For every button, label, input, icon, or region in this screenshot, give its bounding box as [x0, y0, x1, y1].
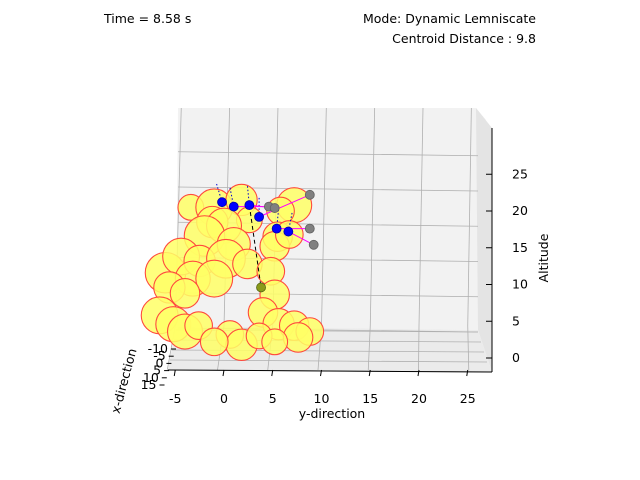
y-tick-mark — [320, 369, 322, 377]
z-tick-label: 25 — [512, 166, 528, 181]
agent-point — [228, 201, 239, 212]
agent-point — [283, 226, 294, 237]
grid-line-floor — [367, 325, 371, 371]
agent-point — [254, 211, 265, 222]
y-tick-label: 10 — [314, 391, 330, 406]
y-tick-mark — [417, 369, 420, 377]
grid-line-vertical — [321, 107, 327, 327]
y-tick-mark — [173, 369, 176, 377]
y-axis-line — [167, 369, 493, 373]
mode-readout: Mode: Dynamic Lemniscate — [363, 11, 536, 26]
grid-line-floor — [467, 325, 470, 371]
x-tick-label: 5 — [153, 363, 161, 378]
obstacle-sphere — [169, 278, 201, 309]
x-tick-label: 15 — [141, 377, 157, 392]
target-point — [256, 282, 266, 293]
grid-line-vertical — [369, 107, 376, 327]
obstacle-sphere — [282, 322, 314, 353]
y-tick-mark — [271, 369, 274, 377]
z-tick-label: 20 — [512, 203, 528, 218]
x-tick-label: 0 — [155, 355, 163, 370]
agent-point — [217, 197, 227, 208]
x-tick-label: -5 — [153, 348, 165, 363]
z-tick-label: 10 — [512, 277, 528, 292]
x-tick-label: -10 — [148, 341, 168, 356]
y-tick-label: 5 — [269, 391, 277, 406]
grid-line-horizontal — [177, 186, 479, 192]
y-tick-mark — [368, 369, 371, 377]
y-tick-label: 25 — [460, 391, 476, 406]
grid-line-vertical — [467, 107, 472, 327]
y-tick-label: 15 — [362, 391, 378, 406]
agent-point — [244, 200, 255, 211]
leader-point — [304, 189, 315, 200]
grid-line-floor — [418, 325, 420, 371]
formation-link — [258, 194, 310, 218]
z-tick-label: 15 — [512, 240, 528, 255]
x-axis-label: x-direction — [108, 347, 140, 415]
grid-line-vertical — [418, 107, 424, 327]
grid-line-depth — [169, 359, 488, 363]
leader-point — [269, 203, 280, 213]
leader-point — [308, 239, 319, 250]
marker-layer — [217, 189, 319, 293]
z-tick-label: 5 — [512, 313, 520, 328]
y-tick-label: 0 — [220, 391, 228, 406]
z-axis-ticks: 0 5 10 15 20 25 — [486, 166, 528, 365]
x-tick-label: 10 — [143, 370, 159, 385]
obstacle-sphere — [195, 259, 234, 298]
z-axis-label: Altitude — [536, 233, 551, 282]
y-tick-label: 20 — [411, 391, 427, 406]
time-readout: Time = 8.58 s — [104, 11, 192, 26]
leader-point — [304, 223, 315, 234]
grid-line-horizontal — [177, 151, 479, 157]
obstacle-sphere — [199, 327, 229, 357]
y-axis-label: y-direction — [299, 406, 365, 421]
agent-point — [271, 223, 282, 234]
z-tick-label: 0 — [512, 350, 520, 365]
y-tick-label: -5 — [169, 391, 181, 406]
y-axis-ticks: -5 0 5 10 15 20 25 — [169, 369, 476, 406]
y-tick-mark — [222, 369, 225, 377]
obstacle-sphere — [261, 328, 289, 356]
y-tick-mark — [466, 369, 469, 377]
grid-line-horizontal — [177, 292, 479, 298]
centroid-distance-readout: Centroid Distance : 9.8 — [392, 31, 536, 46]
